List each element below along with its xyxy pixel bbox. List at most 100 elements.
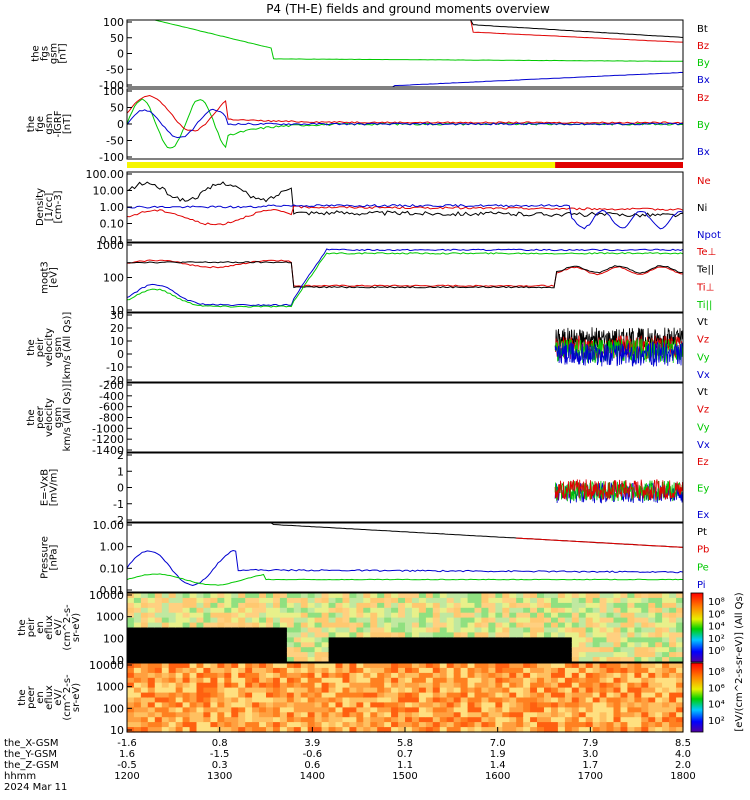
heatmap-cell (551, 593, 559, 599)
heatmap-cell (502, 602, 510, 609)
heatmap-cell (537, 632, 545, 638)
y-axis-label: E=-VxB (40, 469, 51, 506)
heatmap-cell (439, 672, 448, 679)
heatmap-cell (655, 697, 663, 703)
heatmap-cell (266, 692, 274, 699)
heatmap-cell (279, 697, 288, 703)
heatmap-cell (578, 692, 587, 699)
heatmap-cell (571, 663, 580, 669)
heatmap-cell (439, 597, 448, 604)
heatmap-cell (266, 607, 274, 614)
heatmap-cell (634, 727, 642, 733)
heatmap-cell (133, 717, 142, 723)
y-tick-label: -50 (106, 135, 124, 148)
heatmap-cell (307, 652, 316, 658)
heatmap-cell (238, 647, 246, 653)
heatmap-cell (279, 657, 288, 663)
heatmap-cell (140, 622, 149, 629)
series-line (126, 181, 684, 218)
heatmap-cell (384, 692, 392, 699)
heatmap-cell (557, 642, 566, 648)
heatmap-cell (286, 692, 295, 699)
heatmap-cell (273, 727, 281, 733)
y-axis-label: the (26, 339, 37, 355)
heatmap-cell (669, 672, 677, 679)
heatmap-cell (203, 597, 211, 604)
heatmap-cell (293, 677, 302, 684)
heatmap-cell (231, 597, 239, 604)
heatmap-cell (585, 722, 594, 728)
heatmap-cell (676, 687, 684, 694)
heatmap-cell (273, 597, 281, 604)
heatmap-cell (474, 702, 482, 708)
heatmap-cell (168, 722, 177, 728)
heatmap-cell (613, 597, 621, 604)
heatmap-cell (363, 672, 371, 679)
heatmap-cell (446, 672, 455, 679)
heatmap-cell (266, 727, 274, 733)
heatmap-cell (509, 602, 517, 609)
heatmap-cell (460, 607, 469, 614)
heatmap-cell (210, 632, 218, 638)
heatmap-cell (439, 612, 448, 619)
y-tick-label: 10000 (89, 589, 124, 602)
heatmap-cell (384, 667, 392, 674)
heatmap-cell (175, 647, 184, 653)
heatmap-cell (606, 642, 614, 648)
heatmap-cell (655, 597, 663, 604)
heatmap-cell (154, 717, 163, 723)
heatmap-cell (210, 597, 218, 604)
heatmap-cell (217, 692, 225, 699)
heatmap-cell (530, 612, 538, 619)
heatmap-cell (606, 637, 614, 643)
heatmap-cell (147, 622, 156, 629)
y-axis-label: eflux (44, 685, 55, 710)
heatmap-cell (411, 707, 420, 713)
heatmap-cell (488, 642, 496, 648)
heatmap-cell (662, 663, 670, 669)
y-axis-label: [nT] (62, 114, 73, 134)
heatmap-cell (474, 617, 482, 624)
heatmap-cell (453, 647, 462, 653)
heatmap-cell (432, 712, 441, 718)
heatmap-cell (592, 622, 601, 629)
heatmap-cell (655, 712, 663, 718)
heatmap-cell (502, 667, 510, 674)
y-tick-label: 20 (110, 322, 124, 335)
heatmap-cell (502, 637, 510, 643)
panel-frame (126, 171, 684, 243)
heatmap-cell (544, 593, 552, 599)
heatmap-cell (231, 692, 239, 699)
heatmap-cell (217, 632, 225, 638)
heatmap-cell (495, 612, 503, 619)
heatmap-cell (279, 702, 288, 708)
heatmap-cell (571, 647, 580, 653)
heatmap-cell (439, 657, 448, 663)
heatmap-cell (613, 602, 621, 609)
legend-entry: Pt (697, 527, 707, 538)
heatmap-cell (189, 697, 198, 703)
heatmap-cell (314, 667, 323, 674)
heatmap-cell (418, 692, 427, 699)
heatmap-cell (370, 602, 378, 609)
heatmap-cell (307, 663, 316, 669)
heatmap-cell (411, 637, 420, 643)
heatmap-cell (495, 717, 503, 723)
heatmap-cell (147, 687, 156, 694)
heatmap-cell (293, 687, 302, 694)
heatmap-cell (245, 702, 253, 708)
heatmap-cell (203, 702, 211, 708)
heatmap-cell (453, 627, 462, 633)
heatmap-cell (544, 727, 552, 733)
heatmap-cell (606, 682, 614, 689)
heatmap-cell (446, 652, 455, 658)
heatmap-cell (245, 627, 253, 633)
heatmap-cell (578, 622, 587, 629)
heatmap-cell (224, 717, 232, 723)
heatmap-cell (168, 687, 177, 694)
y-axis-label: peer (35, 405, 46, 429)
heatmap-cell (488, 637, 496, 643)
heatmap-cell (314, 722, 323, 728)
heatmap-cell (606, 727, 614, 733)
heatmap-cell (453, 687, 462, 694)
